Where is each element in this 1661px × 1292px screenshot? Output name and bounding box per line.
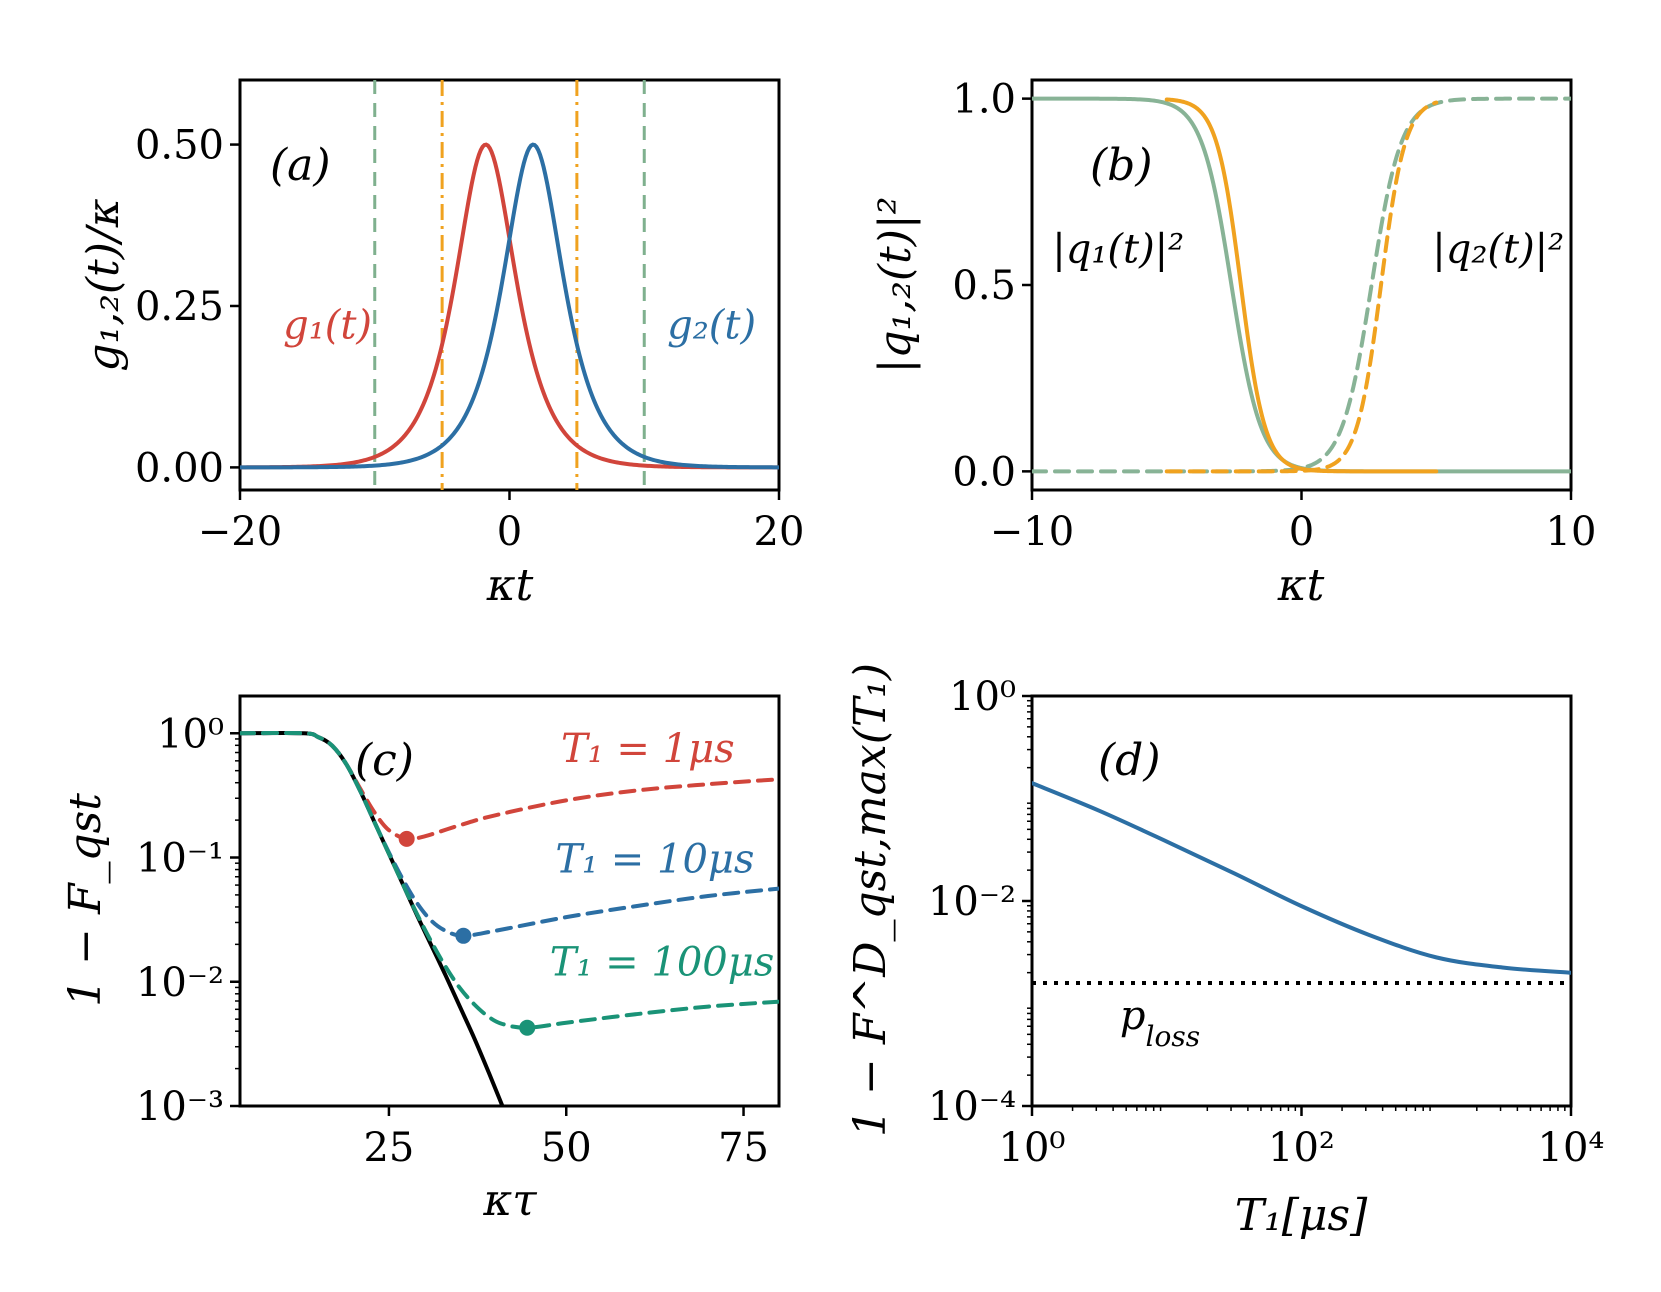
y-axis-label: 1 − F_qst <box>60 793 111 1007</box>
series-ideal <box>240 730 505 1106</box>
series-1-f-max <box>1032 781 1571 975</box>
y-axis-label: g₁,₂(t)/κ <box>78 198 129 371</box>
y-tick-label: 0.00 <box>135 445 224 491</box>
series--q2-2-long <box>1032 96 1571 474</box>
annotation-label: g₁(t) <box>283 302 372 348</box>
y-tick-label: 0.50 <box>135 123 224 169</box>
y-ticks: 0.00 0.25 0.50 <box>135 123 240 491</box>
plot-frame <box>238 694 781 1108</box>
panel-d: 10⁰ 10² 10⁴ 10⁻⁴ 10⁻² 10⁰ ploss (d) T₁[μs] 1… <box>845 663 1604 1241</box>
panel-label: (d) <box>1098 735 1161 786</box>
series--q1-2-short <box>1164 97 1439 474</box>
x-tick-label: 10² <box>1268 1125 1335 1171</box>
y-ticks: 10⁻⁴ 10⁻² 10⁰ <box>928 674 1032 1130</box>
y-tick-label: 0.25 <box>135 284 224 330</box>
annotation-label: T₁ = 1μs <box>561 726 735 772</box>
annotation-label: T₁ = 10μs <box>555 836 754 882</box>
minimum-marker <box>398 830 415 847</box>
x-tick-label: 0 <box>1289 509 1314 555</box>
y-tick-label: 10⁰ <box>949 674 1016 720</box>
series-g2-t- <box>240 142 779 470</box>
panel-label: (a) <box>270 140 331 191</box>
y-tick-label: 10⁻¹ <box>136 836 224 882</box>
y-tick-label: 0.0 <box>952 449 1016 495</box>
x-tick-label: 10 <box>1546 509 1597 555</box>
y-tick-label: 0.5 <box>952 263 1016 309</box>
x-axis-label: κt <box>1277 560 1325 611</box>
x-ticks: −20 0 20 <box>198 490 805 555</box>
y-ticks: 10⁻³ 10⁻² 10⁻¹ 10⁰ <box>136 711 240 1130</box>
annotation-label: |q₂(t)|² <box>1432 227 1564 273</box>
panel-c: 25 50 75 10⁻³ 10⁻² 10⁻¹ 10⁰ T₁ = 1μs T₁ = 10μs… <box>60 694 781 1226</box>
x-ticks: 10⁰ 10² 10⁴ <box>999 1106 1605 1171</box>
panel-a: −20 0 20 0.00 0.25 0.50 g₁(t) g₂(t) (a) κt g₁… <box>78 78 805 611</box>
x-tick-label: 10⁴ <box>1538 1125 1605 1171</box>
x-tick-label: 10⁰ <box>999 1125 1066 1171</box>
panel-label: (c) <box>355 735 414 786</box>
panel-b: −10 0 10 0.0 0.5 1.0 |q₁(t)|² |q₂(t)|² (b) κt… <box>870 77 1596 611</box>
y-axis-label: 1 − F^D_qst,max(T₁) <box>845 663 896 1137</box>
y-tick-label: 10⁰ <box>157 711 224 757</box>
series-group <box>240 142 779 470</box>
vertical-lines <box>373 80 646 490</box>
annotations: g₁(t) g₂(t) <box>283 302 756 348</box>
x-tick-label: −10 <box>990 509 1074 555</box>
x-axis-label: κτ <box>482 1175 537 1226</box>
minimum-marker <box>455 927 472 944</box>
y-tick-label: 10⁻⁴ <box>928 1084 1016 1130</box>
minimum-marker <box>519 1019 536 1036</box>
annotations: |q₁(t)|² |q₂(t)|² <box>1052 227 1564 273</box>
annotations: T₁ = 1μs T₁ = 10μs T₁ = 100μs <box>550 726 775 986</box>
annotation-label: ploss <box>1120 993 1200 1053</box>
annotation-label: |q₁(t)|² <box>1052 227 1184 273</box>
x-tick-label: 75 <box>718 1125 769 1171</box>
series-t1-100-s <box>240 730 779 1030</box>
x-tick-label: 20 <box>754 509 805 555</box>
y-tick-label: 1.0 <box>952 77 1016 123</box>
series-group <box>1032 781 1571 985</box>
annotation-label: T₁ = 100μs <box>550 940 775 986</box>
annotations: ploss <box>1120 993 1200 1053</box>
minimum-markers <box>398 830 536 1036</box>
x-ticks: −10 0 10 <box>990 490 1597 555</box>
x-axis-label: κt <box>486 560 534 611</box>
y-tick-label: 10⁻² <box>928 879 1016 925</box>
series--q2-2-short <box>1164 100 1439 474</box>
series-group <box>1032 96 1571 474</box>
x-tick-label: −20 <box>198 509 282 555</box>
y-axis-label: |q₁,₂(t)|² <box>870 197 921 374</box>
y-ticks: 0.0 0.5 1.0 <box>952 77 1032 495</box>
annotation-label: g₂(t) <box>667 302 756 348</box>
panel-label: (b) <box>1090 140 1153 191</box>
series-group <box>240 730 779 1106</box>
y-tick-label: 10⁻³ <box>136 1084 224 1130</box>
y-tick-label: 10⁻² <box>136 960 224 1006</box>
x-axis-label: T₁[μs] <box>1235 1190 1368 1241</box>
x-ticks: 25 50 75 <box>363 1106 769 1171</box>
x-tick-label: 50 <box>541 1125 592 1171</box>
x-tick-label: 25 <box>363 1125 414 1171</box>
x-tick-label: 0 <box>497 509 522 555</box>
